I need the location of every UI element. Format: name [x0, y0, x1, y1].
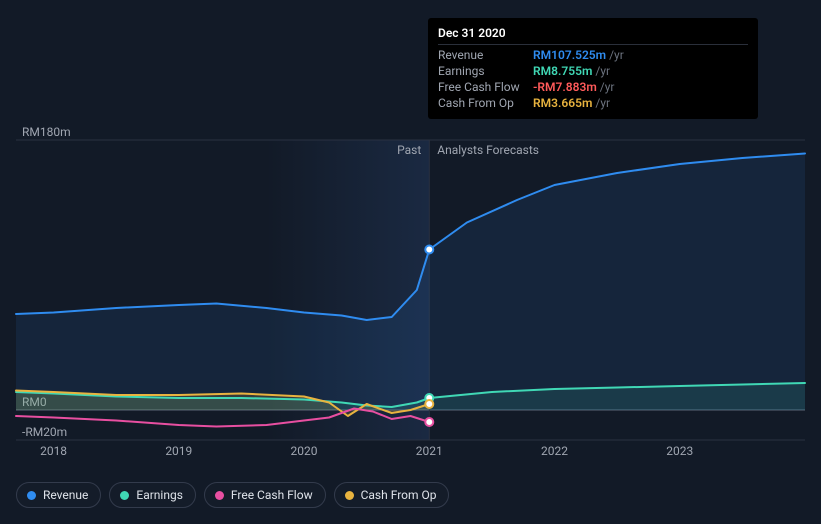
chart-legend: Revenue Earnings Free Cash Flow Cash From O… [16, 482, 449, 508]
tooltip-row: Cash From OpRM3.665m/yr [438, 95, 748, 111]
tooltip-row: RevenueRM107.525m/yr [438, 47, 748, 63]
tooltip-row: EarningsRM8.755m/yr [438, 63, 748, 79]
legend-item-fcf[interactable]: Free Cash Flow [204, 482, 326, 508]
tooltip-row-label: Cash From Op [438, 95, 533, 111]
x-axis-tick-label: 2022 [541, 444, 568, 458]
tooltip-row-label: Revenue [438, 47, 533, 63]
tooltip-row-value: RM3.665m [533, 96, 592, 110]
tooltip-row-label: Free Cash Flow [438, 79, 533, 95]
legend-dot-icon [27, 491, 36, 500]
tooltip-row-value: RM107.525m [533, 48, 606, 62]
tooltip-row-suffix: /yr [597, 80, 615, 94]
y-axis-tick-label: -RM20m [22, 425, 67, 439]
x-axis-tick-label: 2023 [666, 444, 693, 458]
legend-dot-icon [215, 491, 224, 500]
tooltip-row-value: RM8.755m [533, 64, 592, 78]
tooltip-row: Free Cash Flow-RM7.883m/yr [438, 79, 748, 95]
chart-tooltip: Dec 31 2020 RevenueRM107.525m/yrEarnings… [428, 18, 758, 119]
tooltip-date: Dec 31 2020 [438, 24, 748, 45]
marker-fcf [425, 418, 433, 426]
legend-item-label: Free Cash Flow [231, 488, 313, 502]
tooltip-row-suffix: /yr [592, 96, 610, 110]
legend-item-label: Earnings [136, 488, 183, 502]
legend-item-revenue[interactable]: Revenue [16, 482, 101, 508]
earnings-forecast-chart: RM180mRM0-RM20mPastAnalysts Forecasts201… [0, 0, 821, 524]
x-axis-tick-label: 2019 [165, 444, 192, 458]
legend-dot-icon [120, 491, 129, 500]
legend-item-label: Revenue [43, 488, 88, 502]
legend-dot-icon [345, 491, 354, 500]
marker-cfo [425, 400, 433, 408]
tooltip-row-label: Earnings [438, 63, 533, 79]
legend-item-cfo[interactable]: Cash From Op [334, 482, 450, 508]
legend-item-earnings[interactable]: Earnings [109, 482, 196, 508]
x-axis-tick-label: 2020 [291, 444, 318, 458]
x-axis-tick-label: 2018 [40, 444, 67, 458]
marker-revenue [425, 246, 433, 254]
region-label-past: Past [397, 143, 421, 157]
tooltip-table: RevenueRM107.525m/yrEarningsRM8.755m/yrF… [438, 47, 748, 111]
y-axis-tick-label: RM180m [22, 125, 71, 139]
x-axis-tick-label: 2021 [416, 444, 443, 458]
tooltip-row-value: -RM7.883m [533, 80, 597, 94]
tooltip-row-suffix: /yr [606, 48, 624, 62]
region-label-forecast: Analysts Forecasts [437, 143, 539, 157]
legend-item-label: Cash From Op [361, 488, 437, 502]
tooltip-row-suffix: /yr [592, 64, 610, 78]
